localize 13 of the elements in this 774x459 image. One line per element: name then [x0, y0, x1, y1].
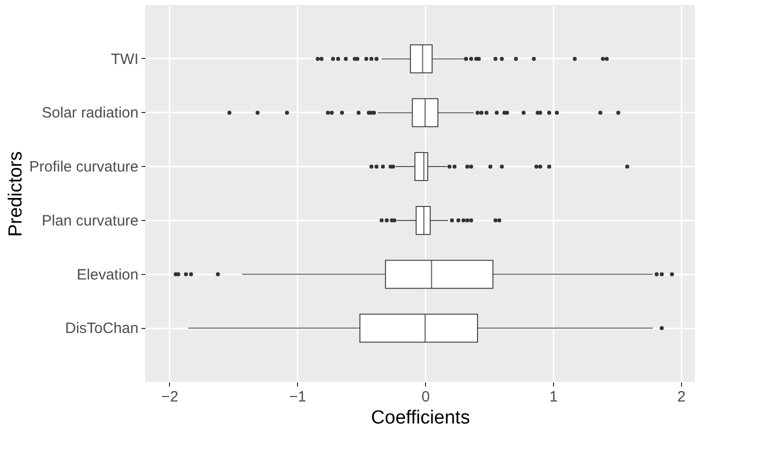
x-axis-title: Coefficients	[371, 408, 470, 428]
y-tick-label: Elevation	[76, 266, 138, 284]
y-tick-label: Solar radiation	[42, 104, 138, 122]
x-tick-label: −2	[161, 388, 178, 406]
y-tick-label: DisToChan	[65, 320, 138, 338]
x-tick-label: 0	[421, 388, 430, 406]
y-tick-label: TWI	[111, 50, 138, 68]
x-tick-label: 2	[677, 388, 686, 406]
x-tick-label: −1	[289, 388, 306, 406]
x-tick-label: 1	[549, 388, 558, 406]
y-tick-label: Plan curvature	[42, 212, 138, 230]
y-tick-label: Profile curvature	[29, 158, 138, 176]
y-axis-title: Predictors	[5, 151, 26, 237]
